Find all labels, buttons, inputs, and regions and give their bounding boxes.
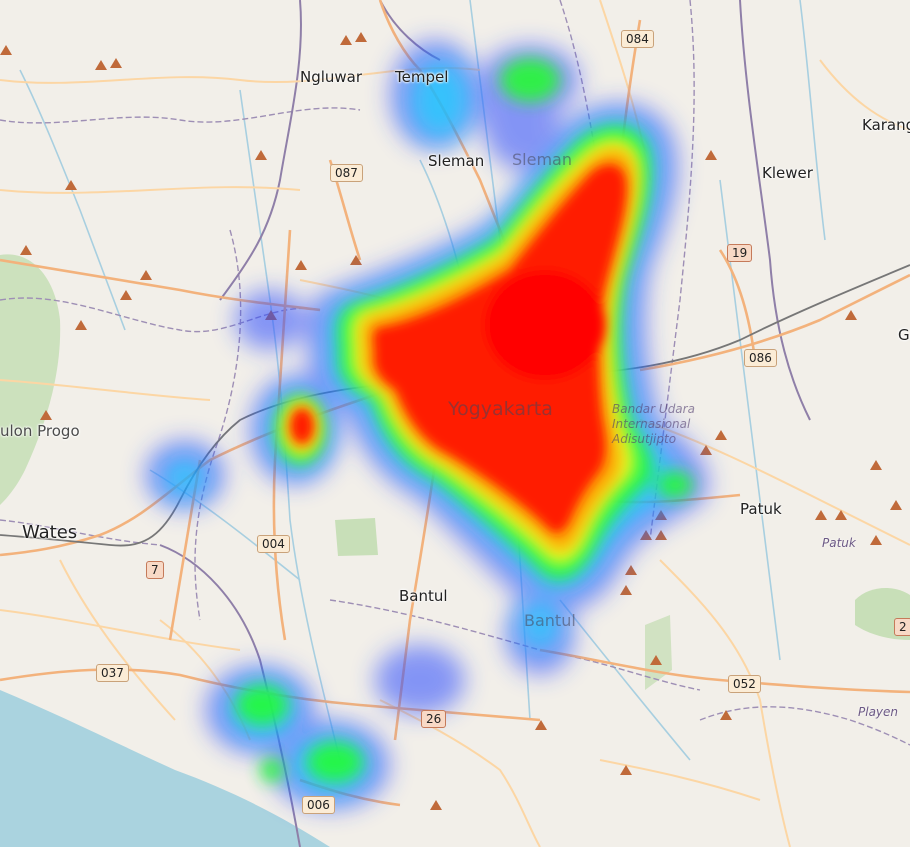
- heat-zone-peak: [291, 164, 627, 533]
- road-shield: 004: [257, 535, 290, 553]
- road-shield: 7: [146, 561, 164, 579]
- road-shield: 006: [302, 796, 335, 814]
- place-label-tempel[interactable]: Tempel: [395, 68, 449, 86]
- place-label-playen[interactable]: Playen: [858, 705, 899, 719]
- place-label-karang[interactable]: Karang: [862, 116, 910, 134]
- road-shield: 26: [421, 710, 447, 728]
- place-label-patuk-district[interactable]: Patuk: [822, 536, 856, 550]
- place-label-wates[interactable]: Wates: [22, 522, 78, 543]
- place-label-bantul-regency[interactable]: Bantul: [524, 611, 576, 630]
- place-label-klewer[interactable]: Klewer: [762, 164, 813, 182]
- road-shield: 19: [727, 244, 753, 262]
- peak-markers: [0, 32, 902, 810]
- place-label-sleman[interactable]: Sleman: [428, 152, 485, 170]
- road-shield: 2: [894, 618, 910, 636]
- place-label-g-edge[interactable]: G: [898, 326, 910, 344]
- forest-area-center: [335, 518, 378, 556]
- road-shield: 086: [744, 349, 777, 367]
- place-label-patuk[interactable]: Patuk: [740, 500, 782, 518]
- road-shield: 052: [728, 675, 761, 693]
- road-shield: 084: [621, 30, 654, 48]
- place-label-ngluwar[interactable]: Ngluwar: [300, 68, 363, 86]
- place-label-bantul[interactable]: Bantul: [399, 587, 448, 605]
- sea-area: [0, 690, 330, 847]
- road-shield: 037: [96, 664, 129, 682]
- place-label-yogyakarta[interactable]: Yogyakarta: [448, 398, 553, 420]
- place-label-sleman-regency[interactable]: Sleman: [512, 150, 572, 169]
- place-label-airport[interactable]: Bandar Udara Internasional Adisutjipto: [612, 402, 695, 446]
- place-label-kulon-progo[interactable]: ulon Progo: [0, 422, 80, 440]
- forest-area-west: [0, 254, 61, 505]
- road-shield: 087: [330, 164, 363, 182]
